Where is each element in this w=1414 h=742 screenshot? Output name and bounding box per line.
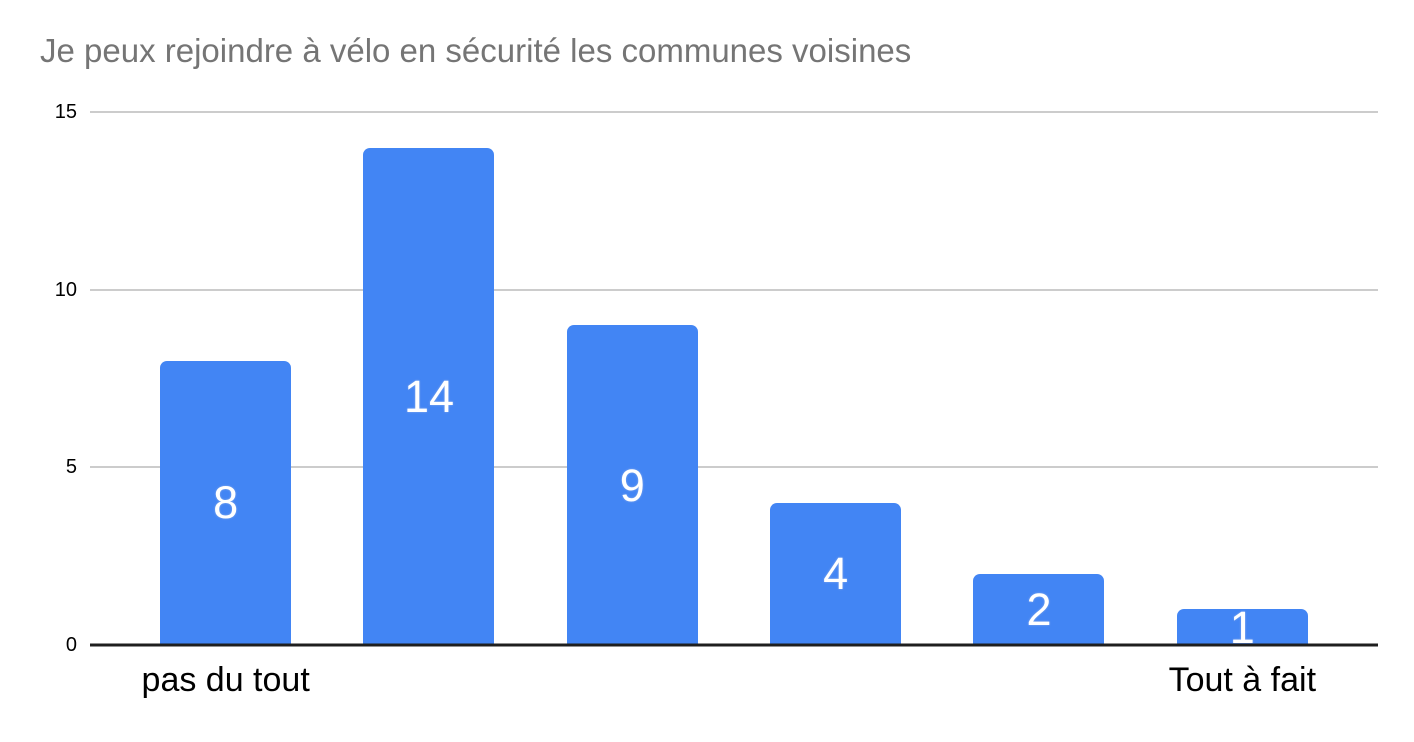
x-category-label-empty	[531, 660, 734, 701]
bar-3: 9	[566, 325, 698, 645]
bar-value-label: 2	[1026, 583, 1052, 635]
bars-row: 8 14 9 4 2 1	[124, 112, 1344, 650]
bar-slot-1: 8	[124, 112, 327, 645]
chart-title: Je peux rejoindre à vélo en sécurité les…	[40, 32, 912, 69]
bar-value-label: 1	[1229, 601, 1255, 653]
x-category-label-empty	[937, 660, 1140, 701]
bar-6: 1	[1176, 605, 1308, 650]
bar-value-label: 9	[619, 459, 645, 511]
bar-slot-2: 14	[327, 112, 530, 645]
y-tick-label-10: 10	[54, 278, 77, 301]
bar-4: 4	[770, 502, 902, 645]
x-axis-line	[90, 643, 1378, 647]
x-category-label-empty	[327, 660, 530, 701]
gridline-5	[90, 466, 1378, 469]
bar-1: 8	[160, 360, 292, 645]
bar-value-label: 4	[823, 548, 849, 600]
bar-value-label: 14	[403, 370, 455, 422]
bar-5: 2	[973, 573, 1105, 645]
gridline-15	[90, 111, 1378, 113]
plot-area: 8 14 9 4 2 1	[90, 111, 1378, 650]
y-tick-label-15: 15	[54, 101, 77, 123]
gridline-10	[90, 288, 1378, 291]
bar-slot-4: 4	[734, 112, 937, 645]
bar-2: 14	[363, 147, 495, 645]
y-axis-tick-labels: 0 5 10 15	[0, 102, 77, 655]
y-tick-label-5: 5	[65, 456, 77, 479]
x-category-label-empty	[734, 660, 937, 701]
bar-slot-3: 9	[531, 112, 734, 645]
x-category-label: pas du tout	[141, 661, 310, 699]
bar-value-label: 8	[213, 477, 239, 529]
x-axis-category-labels: pas du tout Tout à fait	[124, 660, 1344, 701]
x-category-label: Tout à fait	[1168, 661, 1317, 699]
y-tick-label-0: 0	[65, 634, 77, 656]
bar-slot-6: 1	[1141, 112, 1344, 650]
bar-slot-5: 2	[937, 112, 1140, 645]
